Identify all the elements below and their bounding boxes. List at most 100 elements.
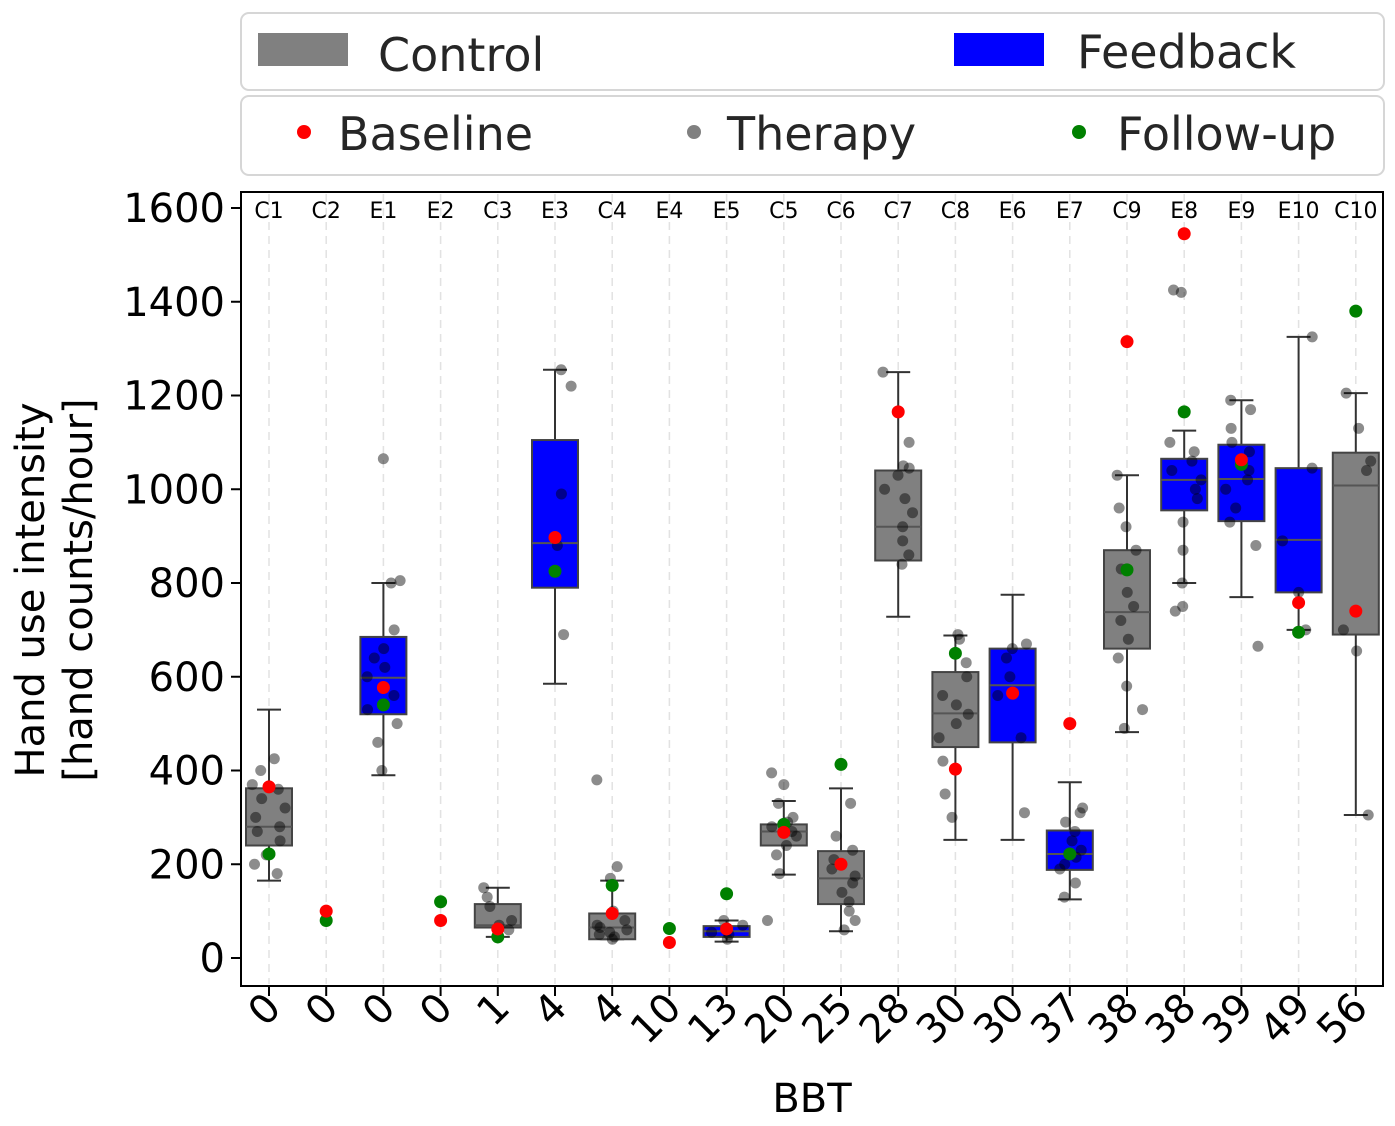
baseline-point (319, 904, 333, 918)
therapy-point (778, 779, 790, 791)
therapy-point (1250, 540, 1262, 551)
therapy-point (1189, 483, 1201, 495)
participant-label: E8 (1170, 199, 1198, 224)
participant-label: C2 (312, 199, 341, 224)
legend-feedback-swatch (954, 33, 1044, 66)
therapy-point (1362, 809, 1374, 821)
therapy-point (1188, 446, 1200, 458)
therapy-point (1060, 816, 1072, 828)
therapy-point (1000, 652, 1012, 664)
therapy-point (933, 732, 945, 744)
therapy-point (1225, 394, 1237, 406)
therapy-point (939, 788, 951, 800)
therapy-point (274, 821, 286, 833)
participant-label: E3 (541, 199, 569, 224)
therapy-point (274, 835, 286, 847)
plot-area (240, 191, 1384, 987)
therapy-point (836, 886, 848, 898)
y-tick-label: 200 (149, 842, 225, 888)
box-C8 (931, 671, 980, 749)
therapy-point (1351, 645, 1363, 657)
baseline-point (777, 825, 791, 839)
therapy-point (255, 765, 267, 776)
therapy-point (1121, 586, 1133, 598)
therapy-point (377, 453, 389, 465)
therapy-point (1069, 825, 1081, 837)
participant-label: C4 (598, 199, 627, 224)
participant-label: E2 (427, 199, 455, 224)
followup-point (1349, 304, 1363, 318)
participant-labels: C1 C2 E1 E2 C3 E3 C4 E4 E5 C5 C6 C7 C8 E6 E7 C9 E8 E9 E10 C… (254, 199, 1377, 224)
therapy-point (737, 919, 749, 931)
therapy-point (903, 436, 915, 448)
therapy-point (1075, 844, 1087, 856)
followup-point (948, 646, 962, 660)
therapy-point (937, 755, 949, 767)
baseline-point (376, 681, 390, 695)
x-tick-label: 0 (411, 985, 462, 1036)
y-tick-label: 1200 (123, 374, 225, 420)
therapy-point (1225, 422, 1237, 434)
legend-markers: Baseline Therapy Follow-up (240, 95, 1385, 176)
therapy-point (907, 507, 919, 519)
therapy-point (1224, 516, 1236, 528)
therapy-point (843, 896, 855, 908)
therapy-point (621, 924, 633, 936)
legend-groups-frame (240, 12, 1385, 91)
participant-label: C8 (941, 199, 970, 224)
therapy-point (1130, 544, 1142, 556)
box-E8 (1160, 457, 1209, 512)
therapy-point (954, 633, 966, 645)
therapy-point (1113, 502, 1125, 514)
participant-label: E9 (1227, 199, 1255, 224)
y-axis: 0 200 400 600 800 1000 1200 1400 1600 (123, 186, 241, 982)
therapy-point (1015, 732, 1027, 744)
followup-point (262, 847, 276, 861)
legend-therapy-label: Therapy (726, 107, 916, 161)
therapy-point (388, 624, 400, 636)
therapy-point (246, 779, 258, 791)
therapy-point (1059, 858, 1071, 870)
x-tick-label: 1 (468, 985, 519, 1036)
legend-control-swatch (258, 33, 348, 66)
therapy-point (385, 577, 397, 589)
therapy-point (849, 915, 861, 926)
therapy-point (843, 905, 855, 917)
therapy-point (1074, 807, 1086, 819)
x-tick-label: 4 (526, 985, 577, 1036)
therapy-point (1066, 835, 1078, 847)
y-tick-label: 400 (149, 749, 225, 795)
therapy-point (897, 460, 909, 472)
therapy-point (899, 493, 911, 505)
participant-label: E6 (999, 199, 1027, 224)
followup-point (376, 698, 390, 712)
legend-followup-marker (1072, 125, 1086, 139)
therapy-point (1054, 863, 1066, 875)
therapy-point (1121, 680, 1133, 692)
baseline-point (1234, 453, 1248, 467)
therapy-point (1168, 284, 1180, 296)
therapy-point (780, 840, 792, 851)
therapy-point (1115, 615, 1127, 626)
baseline-point (1006, 686, 1020, 700)
therapy-point (896, 558, 908, 570)
participant-label: C5 (769, 199, 798, 224)
y-tick-label: 600 (149, 655, 225, 701)
baseline-point (720, 922, 734, 936)
followup-point (319, 914, 333, 927)
therapy-point (555, 488, 567, 500)
therapy-point (1018, 807, 1030, 819)
therapy-point (1120, 521, 1132, 533)
legend-markers-frame (240, 95, 1385, 176)
therapy-point (379, 661, 391, 673)
box-E10 (1274, 467, 1323, 594)
therapy-point (877, 366, 889, 378)
therapy-point (608, 931, 620, 943)
followup-point (434, 895, 448, 909)
therapy-point (593, 929, 605, 941)
followup-point (605, 878, 619, 892)
therapy-point (279, 802, 291, 814)
baseline-point (262, 780, 276, 794)
baseline-point (434, 914, 448, 927)
therapy-point (1176, 577, 1188, 589)
